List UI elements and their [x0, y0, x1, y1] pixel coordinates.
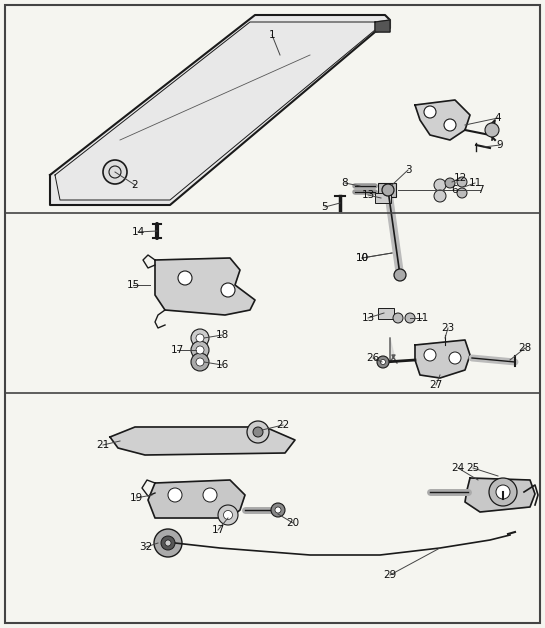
Circle shape: [221, 283, 235, 297]
Text: 13: 13: [361, 190, 374, 200]
Text: 8: 8: [342, 178, 348, 188]
Circle shape: [196, 334, 204, 342]
Circle shape: [380, 359, 385, 364]
Circle shape: [191, 353, 209, 371]
Circle shape: [457, 177, 467, 187]
Text: 2: 2: [132, 180, 138, 190]
Polygon shape: [415, 340, 470, 378]
Text: 27: 27: [429, 380, 443, 390]
Circle shape: [196, 358, 204, 366]
Bar: [378, 308, 394, 319]
Text: 6: 6: [452, 185, 458, 195]
Text: 1: 1: [269, 30, 275, 40]
Text: 14: 14: [131, 227, 144, 237]
Circle shape: [247, 421, 269, 443]
Circle shape: [178, 271, 192, 285]
Circle shape: [444, 119, 456, 131]
Polygon shape: [50, 15, 390, 205]
Text: 16: 16: [215, 360, 228, 370]
Circle shape: [394, 269, 406, 281]
Text: 18: 18: [215, 330, 228, 340]
Circle shape: [382, 184, 394, 196]
Circle shape: [165, 540, 171, 546]
Text: 5: 5: [322, 202, 328, 212]
Text: 23: 23: [441, 323, 455, 333]
Polygon shape: [148, 480, 245, 518]
Text: 26: 26: [366, 353, 380, 363]
Circle shape: [405, 313, 415, 323]
Circle shape: [161, 536, 175, 550]
Circle shape: [191, 329, 209, 347]
Text: 11: 11: [415, 313, 428, 323]
Circle shape: [424, 349, 436, 361]
Text: 32: 32: [140, 542, 153, 552]
Polygon shape: [375, 20, 390, 32]
Text: 7: 7: [477, 185, 483, 195]
Text: 19: 19: [129, 493, 143, 503]
Text: 15: 15: [126, 280, 140, 290]
Text: 24: 24: [451, 463, 465, 473]
Polygon shape: [390, 338, 396, 363]
Circle shape: [203, 488, 217, 502]
Circle shape: [218, 505, 238, 525]
Circle shape: [434, 179, 446, 191]
Text: 10: 10: [355, 253, 368, 263]
Circle shape: [103, 160, 127, 184]
Text: 17: 17: [171, 345, 184, 355]
Circle shape: [445, 178, 455, 188]
Text: 4: 4: [495, 113, 501, 123]
Text: 17: 17: [211, 525, 225, 535]
Circle shape: [496, 485, 510, 499]
Circle shape: [275, 507, 281, 513]
Circle shape: [457, 188, 467, 198]
Circle shape: [253, 427, 263, 437]
Circle shape: [485, 123, 499, 137]
Text: 3: 3: [405, 165, 411, 175]
Text: 22: 22: [276, 420, 289, 430]
Circle shape: [223, 511, 233, 519]
Polygon shape: [465, 478, 535, 512]
Text: 28: 28: [518, 343, 531, 353]
Circle shape: [449, 352, 461, 364]
Circle shape: [271, 503, 285, 517]
Circle shape: [191, 341, 209, 359]
Text: 10: 10: [355, 253, 368, 263]
Circle shape: [168, 488, 182, 502]
Text: 29: 29: [383, 570, 397, 580]
Circle shape: [377, 356, 389, 368]
Circle shape: [196, 346, 204, 354]
Text: 20: 20: [287, 518, 300, 528]
Text: 21: 21: [96, 440, 110, 450]
Bar: [378, 183, 396, 197]
Polygon shape: [155, 258, 255, 315]
Text: 13: 13: [361, 313, 374, 323]
Circle shape: [424, 106, 436, 118]
Text: 12: 12: [453, 173, 467, 183]
Bar: [375, 193, 391, 203]
Polygon shape: [110, 427, 295, 455]
Circle shape: [489, 478, 517, 506]
Circle shape: [154, 529, 182, 557]
Text: 9: 9: [496, 140, 504, 150]
Text: 11: 11: [468, 178, 482, 188]
Circle shape: [393, 313, 403, 323]
Circle shape: [434, 190, 446, 202]
Text: 25: 25: [467, 463, 480, 473]
Polygon shape: [415, 100, 470, 140]
